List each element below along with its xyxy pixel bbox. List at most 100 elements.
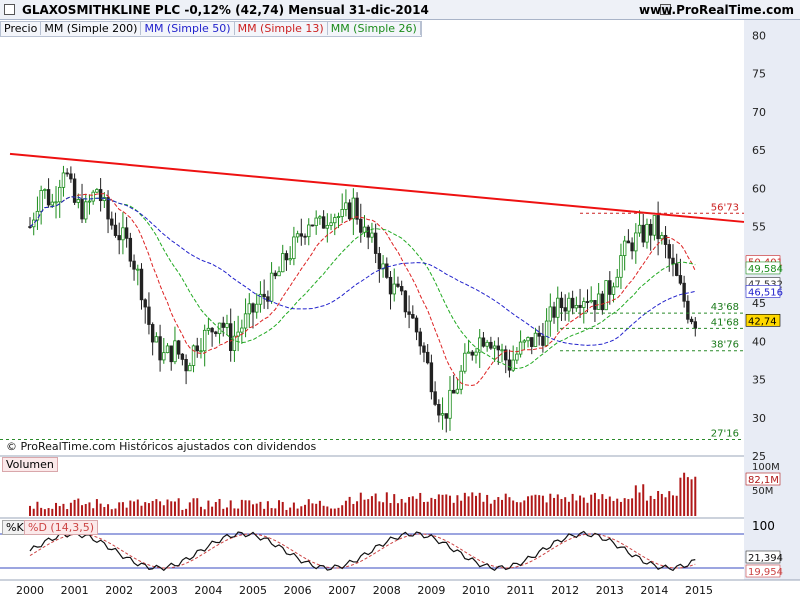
candle-body — [682, 282, 686, 302]
candle-body — [35, 210, 40, 221]
legend-ma26[interactable]: MM (Simple 26) — [328, 22, 421, 35]
volume-bar — [660, 493, 663, 516]
volume-bar — [493, 499, 496, 516]
volume-bar — [196, 498, 199, 516]
volume-bar — [460, 500, 463, 516]
candle-body — [689, 318, 694, 323]
candle-body — [50, 201, 54, 206]
volume-bar — [47, 508, 50, 516]
volume-bar — [66, 509, 69, 516]
volume-bar — [140, 505, 143, 516]
window-icon[interactable] — [4, 4, 15, 15]
price-tag: 49,584 — [748, 264, 783, 275]
volume-bar — [567, 501, 570, 516]
candle-body — [537, 332, 541, 337]
volume-bar — [222, 508, 225, 516]
legend-price[interactable]: Precio — [1, 22, 42, 35]
candle-body — [615, 276, 619, 288]
close-panel-icon[interactable] — [660, 4, 671, 15]
volume-bar — [144, 502, 147, 516]
candle-body — [463, 352, 467, 372]
y-tick-label: 55 — [752, 221, 766, 234]
x-tick-label: 2014 — [640, 584, 668, 597]
candle-body — [645, 223, 649, 243]
volume-bar — [84, 503, 87, 516]
volume-bar — [162, 505, 165, 516]
candle-body — [619, 255, 623, 278]
volume-bar — [419, 492, 422, 516]
volume-bar — [95, 499, 98, 516]
volume-bar — [211, 506, 214, 516]
candle-body — [269, 272, 274, 302]
volume-bar — [638, 492, 641, 516]
candle-body — [634, 232, 638, 252]
volume-bar — [434, 499, 437, 516]
volume-bar — [534, 494, 537, 516]
volume-last-value: 82,1M — [748, 475, 779, 486]
candle-body — [288, 258, 292, 261]
volume-bar — [530, 495, 533, 516]
price-tag-box — [745, 314, 781, 327]
volume-bar — [341, 505, 344, 516]
legend-ma13[interactable]: MM (Simple 13) — [235, 22, 328, 35]
candle-body — [522, 340, 527, 343]
candle-body — [76, 199, 81, 203]
candle-body — [407, 311, 411, 315]
candle-body — [448, 389, 452, 419]
volume-bar — [623, 498, 626, 516]
x-tick-label: 2008 — [373, 584, 401, 597]
candle-body — [425, 351, 430, 364]
volume-bar — [274, 508, 277, 516]
candle-body — [147, 306, 151, 325]
volume-bar — [553, 497, 556, 516]
candle-body — [262, 293, 266, 298]
volume-bar — [92, 508, 95, 516]
candle-body — [574, 304, 579, 309]
volume-bar — [478, 492, 481, 516]
candle-body — [596, 293, 601, 310]
volume-bar — [411, 496, 414, 516]
candle-body — [69, 173, 73, 180]
candle-body — [392, 283, 396, 295]
x-tick-label: 2002 — [105, 584, 133, 597]
level-label: 27'16 — [711, 428, 739, 439]
volume-bar — [244, 500, 247, 516]
volume-bar — [252, 504, 254, 516]
candle-body — [567, 297, 571, 312]
volume-bar — [690, 479, 693, 516]
volume-bar — [497, 497, 500, 516]
volume-bar — [538, 495, 541, 516]
volume-bar — [36, 501, 39, 516]
volume-bar — [203, 509, 206, 516]
legend-ma50[interactable]: MM (Simple 50) — [141, 22, 235, 35]
volume-bar — [489, 503, 492, 516]
volume-bar — [266, 501, 269, 516]
volume-bar — [322, 505, 325, 516]
volume-bar — [415, 498, 418, 516]
candle-body — [511, 359, 515, 371]
candle-body — [199, 350, 203, 353]
volume-bar — [296, 508, 299, 516]
candle-body — [65, 172, 69, 175]
candle-body — [373, 232, 378, 254]
candle-body — [106, 197, 110, 220]
candle-body — [418, 331, 422, 347]
candle-body — [321, 216, 326, 229]
candle-body — [347, 202, 352, 220]
candle-body — [671, 257, 675, 265]
volume-bar — [170, 501, 173, 516]
indicator-legend: Precio MM (Simple 200) MM (Simple 50) MM (S… — [0, 21, 422, 37]
volume-bar — [281, 501, 284, 516]
resistance-trendline — [9, 152, 745, 223]
volume-bar — [448, 495, 451, 516]
volume-bar — [471, 492, 474, 516]
candle-body — [440, 413, 445, 416]
volume-bar — [367, 499, 370, 516]
candle-body — [307, 224, 311, 238]
candle-body — [95, 189, 99, 193]
candle-body — [478, 337, 482, 353]
stoch-k-line — [29, 530, 696, 572]
volume-bar — [408, 497, 411, 516]
legend-ma200[interactable]: MM (Simple 200) — [41, 22, 142, 35]
